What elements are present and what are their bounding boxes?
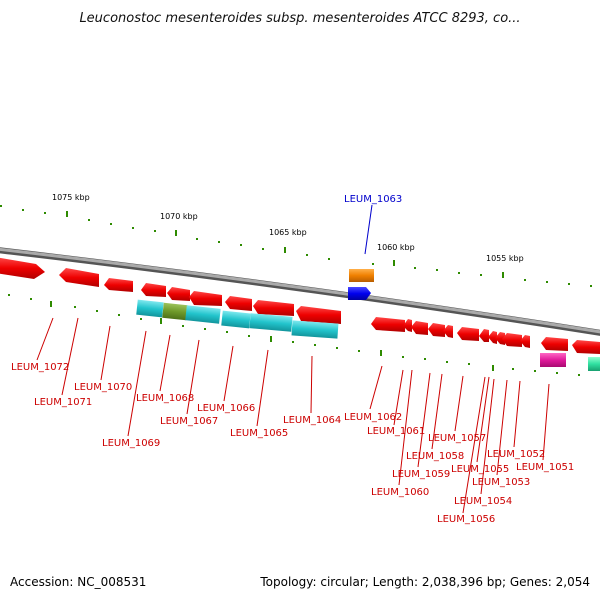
gene-label-leum-1062[interactable]: LEUM_1062 — [344, 412, 402, 423]
gene-arrow[interactable] — [371, 317, 405, 332]
feature-box-cyan[interactable] — [185, 305, 221, 324]
gene-arrow[interactable] — [502, 333, 522, 347]
scale-ticks-lower — [50, 301, 494, 371]
reverse-strand-genes — [371, 317, 600, 354]
genome-backbone-highlight — [0, 247, 600, 334]
gene-arrow[interactable] — [296, 306, 341, 324]
feature-box-mint[interactable] — [588, 357, 600, 371]
gene-label-leum-1059[interactable]: LEUM_1059 — [392, 469, 450, 480]
accession-text: Accession: NC_008531 — [10, 575, 146, 589]
gene-label-leum-1068[interactable]: LEUM_1068 — [136, 393, 194, 404]
feature-box-cyan[interactable] — [136, 299, 164, 318]
gene-arrow[interactable] — [479, 329, 489, 342]
scale-dots-upper — [0, 205, 592, 287]
gene-label-leum-1051[interactable]: LEUM_1051 — [516, 462, 574, 473]
feature-box-cyan[interactable] — [291, 320, 339, 339]
gene-label-leum-1055[interactable]: LEUM_1055 — [451, 464, 509, 475]
gene-label-leum-1052[interactable]: LEUM_1052 — [487, 449, 545, 460]
tick-label: 1065 kbp — [269, 228, 307, 237]
gene-arrow[interactable] — [457, 327, 479, 341]
gene-label-leum-1071[interactable]: LEUM_1071 — [34, 397, 92, 408]
gene-arrow[interactable] — [59, 268, 99, 287]
gene-arrow[interactable] — [541, 337, 568, 351]
gene-arrow[interactable] — [572, 340, 600, 354]
gene-label-leum-1056[interactable]: LEUM_1056 — [437, 514, 495, 525]
gene-arrow[interactable] — [488, 331, 497, 344]
gene-arrow[interactable] — [253, 300, 294, 316]
gene-label-leum-1070[interactable]: LEUM_1070 — [74, 382, 132, 393]
gene-arrow[interactable] — [167, 287, 190, 301]
feature-box-cyan[interactable] — [249, 313, 293, 332]
gene-arrow[interactable] — [443, 325, 453, 338]
gene-arrow[interactable] — [104, 278, 133, 292]
genome-summary-text: Topology: circular; Length: 2,038,396 bp… — [259, 575, 590, 589]
gene-arrow[interactable] — [141, 283, 166, 297]
gene-arrow[interactable] — [225, 296, 252, 311]
gene-label-leum-1058[interactable]: LEUM_1058 — [406, 451, 464, 462]
label-leader-lines — [36, 317, 550, 514]
gene-label-leum-1072[interactable]: LEUM_1072 — [11, 362, 69, 373]
feature-box-olive[interactable] — [162, 302, 188, 321]
gene-label-leum-1061[interactable]: LEUM_1061 — [367, 426, 425, 437]
gene-label-leum-1060[interactable]: LEUM_1060 — [371, 487, 429, 498]
tick-label: 1070 kbp — [160, 212, 198, 221]
gene-label-leum-1054[interactable]: LEUM_1054 — [454, 496, 512, 507]
gene-label-leum-1066[interactable]: LEUM_1066 — [197, 403, 255, 414]
gene-label-leum-1057[interactable]: LEUM_1057 — [428, 433, 486, 444]
scale-dots-lower — [8, 294, 580, 376]
gene-arrow[interactable] — [403, 319, 412, 332]
scale-ticks-upper — [66, 211, 504, 278]
gene-arrow[interactable] — [520, 335, 530, 348]
gene-label-leum-1067[interactable]: LEUM_1067 — [160, 416, 218, 427]
gene-arrow[interactable] — [189, 291, 222, 306]
tick-label: 1055 kbp — [486, 254, 524, 263]
gene-label-leum-1063[interactable]: LEUM_1063 — [344, 194, 402, 205]
gene-leum-1063[interactable] — [349, 269, 374, 282]
gene-arrow[interactable] — [428, 323, 445, 337]
feature-box-cyan[interactable] — [221, 310, 251, 329]
forward-strand-genes — [0, 257, 341, 324]
gene-arrow-blue[interactable] — [348, 287, 371, 300]
tick-label: 1060 kbp — [377, 243, 415, 252]
gene-arrow[interactable] — [0, 257, 45, 279]
feature-boxes — [136, 299, 600, 371]
gene-arrow[interactable] — [411, 321, 428, 335]
map-title: Leuconostoc mesenteroides subsp. mesente… — [79, 11, 520, 26]
gene-arrow[interactable] — [495, 332, 505, 345]
tick-label: 1075 kbp — [52, 193, 90, 202]
label-leader-line-blue — [364, 204, 373, 255]
gene-label-leum-1064[interactable]: LEUM_1064 — [283, 415, 341, 426]
gene-label-leum-1069[interactable]: LEUM_1069 — [102, 438, 160, 449]
gene-label-leum-1065[interactable]: LEUM_1065 — [230, 428, 288, 439]
gene-label-leum-1053[interactable]: LEUM_1053 — [472, 477, 530, 488]
feature-box-magenta[interactable] — [540, 353, 566, 367]
